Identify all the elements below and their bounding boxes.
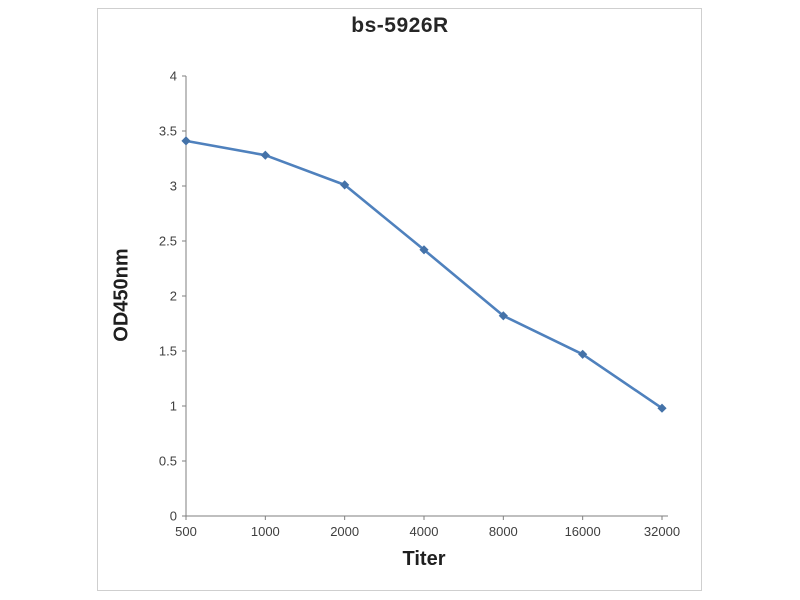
svg-text:8000: 8000 [489, 524, 518, 539]
chart-title: bs-5926R [351, 14, 449, 37]
svg-text:4000: 4000 [410, 524, 439, 539]
svg-text:16000: 16000 [565, 524, 601, 539]
svg-text:2: 2 [170, 289, 177, 304]
svg-text:2000: 2000 [330, 524, 359, 539]
svg-text:0: 0 [170, 509, 177, 524]
x-axis-label: Titer [402, 548, 446, 570]
svg-text:1000: 1000 [251, 524, 280, 539]
svg-text:3: 3 [170, 179, 177, 194]
svg-text:3.5: 3.5 [159, 124, 177, 139]
svg-text:1.5: 1.5 [159, 344, 177, 359]
svg-text:500: 500 [175, 524, 197, 539]
svg-text:2.5: 2.5 [159, 234, 177, 249]
svg-text:1: 1 [170, 399, 177, 414]
svg-text:4: 4 [170, 69, 177, 84]
svg-text:32000: 32000 [644, 524, 680, 539]
chart-frame [97, 8, 702, 591]
svg-text:0.5: 0.5 [159, 454, 177, 469]
